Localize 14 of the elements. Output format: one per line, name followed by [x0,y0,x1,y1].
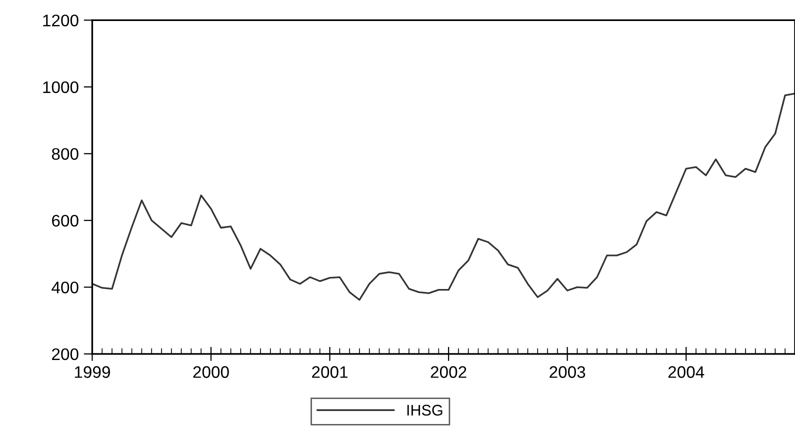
legend-label: IHSG [407,404,442,416]
y-tick-label: 600 [52,214,78,227]
x-tick-label: 2000 [193,366,229,378]
x-tick-label: 1999 [74,366,110,378]
y-tick-label: 200 [52,348,78,360]
x-tick-label: 2003 [550,366,586,378]
y-tick-label: 1000 [43,81,78,94]
y-tick-label: 1200 [43,14,78,26]
y-tick-label: 400 [52,282,78,294]
line-series [92,92,795,301]
x-tick-label: 2004 [668,366,704,378]
x-tick-label: 2001 [312,366,348,378]
y-tick-label: 800 [52,148,78,160]
x-tick-label: 2002 [430,366,466,378]
